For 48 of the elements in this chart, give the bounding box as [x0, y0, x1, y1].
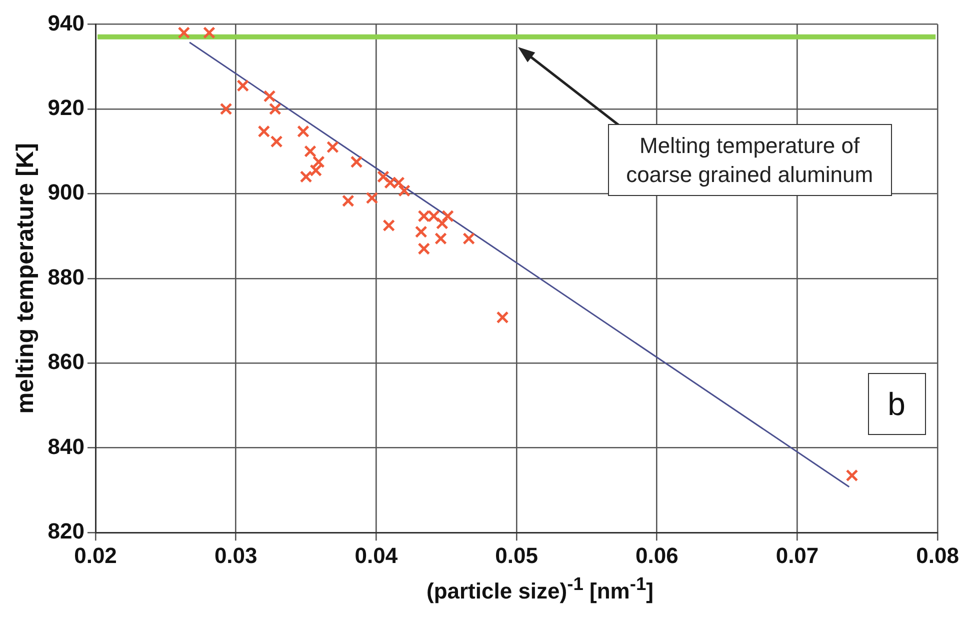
x-tick-label: 0.07 — [776, 542, 819, 568]
point — [236, 79, 250, 92]
point — [220, 102, 232, 116]
y-tick-label: 840 — [48, 434, 85, 459]
y-tick-label: 860 — [48, 349, 85, 374]
x-axis-title: (particle size)$^{-1}$ [nm$^{-1}$] — [426, 573, 654, 604]
point — [418, 242, 430, 255]
x-tick-label: 0.03 — [214, 542, 258, 568]
label-box: b — [868, 372, 926, 435]
y-tick-label: 820 — [48, 518, 85, 544]
x-tick-label: 0.08 — [916, 542, 960, 568]
y-tick-label: 920 — [48, 94, 85, 120]
point — [268, 102, 282, 116]
point — [300, 170, 312, 183]
point — [846, 469, 858, 482]
point — [258, 125, 270, 138]
point — [436, 217, 448, 230]
point — [366, 192, 378, 204]
y-tick-label: 880 — [48, 264, 85, 290]
x-tick-label: 0.04 — [354, 542, 398, 568]
point — [297, 125, 310, 138]
y-tick-label: 940 — [48, 10, 85, 36]
point — [202, 26, 216, 39]
point — [496, 311, 509, 324]
label-box: Melting temperature of coarse grained aluminum — [608, 124, 892, 196]
point — [263, 90, 276, 102]
y-axis-title: melting temperature [K] — [12, 143, 40, 414]
x-tick-label: 0.02 — [74, 542, 117, 568]
x-tick-label: 0.06 — [635, 542, 678, 568]
point — [442, 210, 454, 222]
point — [392, 176, 405, 189]
point — [326, 140, 339, 154]
point — [384, 176, 396, 189]
point — [398, 184, 410, 197]
point — [342, 194, 354, 208]
point — [428, 210, 440, 222]
point — [304, 145, 316, 158]
point — [350, 156, 363, 168]
point — [462, 232, 476, 245]
point — [414, 226, 428, 238]
point — [377, 170, 390, 183]
point — [270, 135, 283, 148]
point — [178, 26, 190, 39]
y-tick-label: 900 — [48, 180, 85, 205]
x-tick-label: 0.05 — [495, 542, 538, 568]
point — [434, 232, 447, 245]
point — [418, 210, 430, 222]
point — [382, 219, 396, 232]
